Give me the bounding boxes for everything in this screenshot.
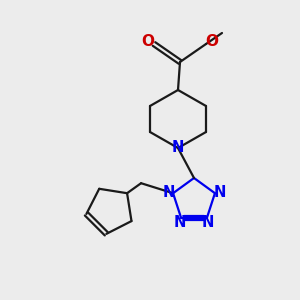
Text: N: N bbox=[163, 185, 175, 200]
Text: N: N bbox=[172, 140, 184, 155]
Text: N: N bbox=[202, 215, 214, 230]
Text: O: O bbox=[206, 34, 218, 50]
Text: O: O bbox=[142, 34, 154, 50]
Text: N: N bbox=[214, 185, 226, 200]
Text: N: N bbox=[174, 215, 186, 230]
